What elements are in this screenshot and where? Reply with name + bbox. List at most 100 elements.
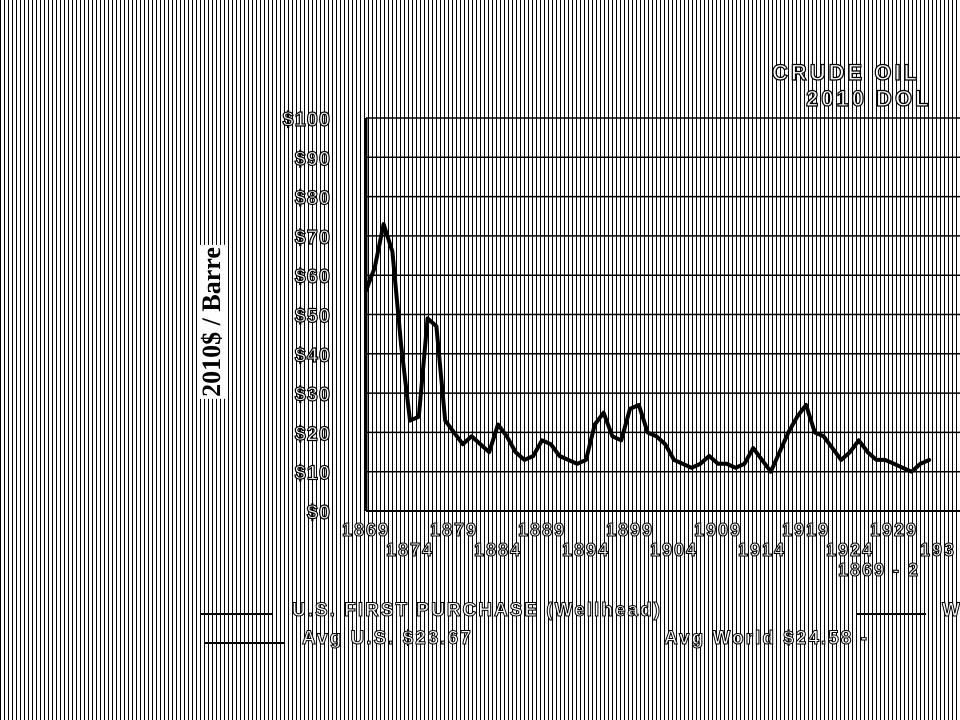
- y-tick-label: $40: [295, 345, 331, 367]
- data-point: [602, 411, 606, 415]
- y-tick-label: $80: [295, 188, 331, 210]
- data-point: [778, 450, 782, 454]
- legend-line-us: [200, 613, 272, 615]
- data-point: [575, 462, 579, 466]
- y-tick-label: $90: [295, 148, 331, 170]
- legend-avg-world: Avg World $24.58 -: [664, 628, 869, 650]
- data-point: [698, 462, 702, 466]
- data-point: [584, 458, 588, 462]
- x-tick-label: 1924: [826, 540, 874, 560]
- data-point: [549, 442, 553, 446]
- data-point: [910, 470, 914, 474]
- y-tick-label: $30: [295, 384, 331, 406]
- legend-world-label: W: [942, 600, 960, 622]
- data-point: [610, 434, 614, 438]
- data-point: [461, 442, 465, 446]
- data-point: [443, 419, 447, 423]
- data-point: [813, 430, 817, 434]
- data-point: [786, 430, 790, 434]
- data-point: [487, 450, 491, 454]
- x-tick-label: 1879: [430, 520, 478, 540]
- data-point: [478, 442, 482, 446]
- x-tick-label: 1919: [782, 520, 830, 540]
- data-point: [434, 324, 438, 328]
- data-point: [690, 466, 694, 470]
- data-point: [470, 434, 474, 438]
- data-point: [399, 344, 403, 348]
- data-point: [540, 438, 544, 442]
- data-point: [839, 458, 843, 462]
- data-point: [760, 458, 764, 462]
- data-point: [663, 442, 667, 446]
- data-point: [716, 462, 720, 466]
- data-point: [566, 458, 570, 462]
- x-range-label: 1869 - 2: [838, 560, 920, 580]
- x-tick-label: 1929: [870, 520, 918, 540]
- data-point: [531, 454, 535, 458]
- data-point: [382, 222, 386, 226]
- data-point: [822, 434, 826, 438]
- data-point: [725, 462, 729, 466]
- y-tick-label: $20: [295, 423, 331, 445]
- data-point: [496, 423, 500, 427]
- data-point: [558, 454, 562, 458]
- x-tick-label: 193: [920, 540, 956, 560]
- data-point: [848, 450, 852, 454]
- x-tick-label: 1899: [606, 520, 654, 540]
- data-point: [927, 458, 931, 462]
- data-point: [593, 423, 597, 427]
- legend-avg-us: Avg U.S. $23.67: [302, 628, 473, 650]
- data-point: [672, 458, 676, 462]
- data-point: [426, 316, 430, 320]
- data-point: [918, 462, 922, 466]
- data-point: [742, 462, 746, 466]
- data-point: [619, 438, 623, 442]
- x-tick-label: 1909: [694, 520, 742, 540]
- data-point: [522, 458, 526, 462]
- x-tick-label: 1889: [518, 520, 566, 540]
- data-point: [769, 470, 773, 474]
- y-tick-label: $100: [283, 109, 332, 131]
- data-point: [514, 450, 518, 454]
- legend-line-avg-us: [205, 642, 285, 644]
- chart-title: CRUDE OIL: [771, 59, 920, 85]
- data-point: [830, 446, 834, 450]
- legend-line-world: [856, 613, 926, 615]
- data-point: [751, 446, 755, 450]
- y-tick-label: $50: [295, 306, 331, 328]
- data-point: [628, 407, 632, 411]
- data-point: [417, 415, 421, 419]
- y-tick-label: $0: [307, 502, 331, 524]
- data-point: [654, 434, 658, 438]
- x-tick-label: 1914: [738, 540, 786, 560]
- data-point: [874, 458, 878, 462]
- data-point: [373, 265, 377, 269]
- data-point: [390, 250, 394, 254]
- data-point: [892, 462, 896, 466]
- x-tick-label: 1874: [386, 540, 434, 560]
- data-point: [795, 415, 799, 419]
- data-point: [734, 466, 738, 470]
- chart-subtitle: 2010 DOL: [805, 85, 932, 111]
- data-point: [452, 430, 456, 434]
- y-tick-label: $10: [295, 463, 331, 485]
- data-point: [681, 462, 685, 466]
- data-point: [866, 450, 870, 454]
- data-point: [804, 403, 808, 407]
- data-point: [707, 454, 711, 458]
- data-point: [408, 419, 412, 423]
- y-tick-label: $70: [295, 227, 331, 249]
- data-point: [883, 458, 887, 462]
- legend-us-label: U.S. FIRST PURCHASE (Wellhead): [291, 600, 663, 622]
- data-point: [646, 430, 650, 434]
- x-tick-label: 1884: [474, 540, 522, 560]
- data-point: [637, 403, 641, 407]
- data-point: [364, 289, 368, 293]
- series-line-us-first-purchase: [364, 222, 932, 474]
- data-point: [857, 438, 861, 442]
- x-tick-label: 1904: [650, 540, 698, 560]
- x-tick-label: 1869: [342, 520, 390, 540]
- y-tick-label: $60: [295, 266, 331, 288]
- data-point: [505, 434, 509, 438]
